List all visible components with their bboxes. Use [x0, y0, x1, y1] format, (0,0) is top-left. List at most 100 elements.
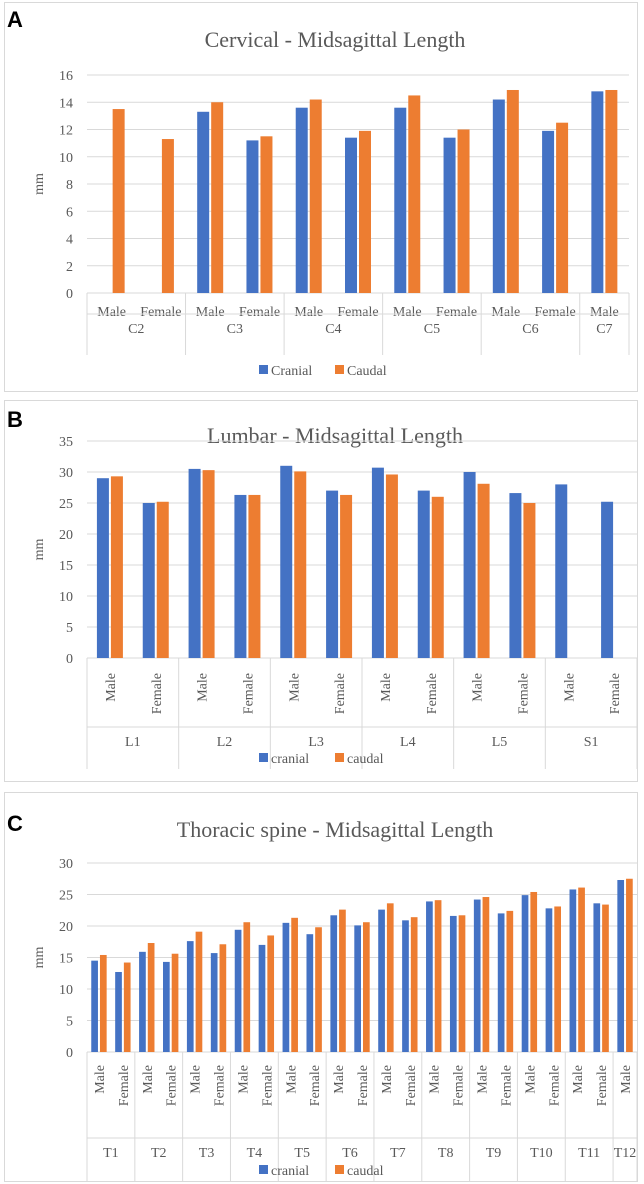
bar-cranial [115, 971, 122, 1052]
bar-caudal [291, 917, 298, 1052]
bar-caudal [506, 89, 519, 293]
bar-cranial [330, 915, 338, 1052]
legend-label: cranial [271, 1164, 309, 1179]
y-tick-label: 4 [66, 233, 73, 248]
y-tick-label: 10 [59, 590, 73, 605]
bar-cranial [210, 953, 218, 1052]
group-label: C6 [522, 322, 538, 337]
group-label: L2 [217, 735, 233, 750]
bar-cranial [163, 961, 170, 1052]
chart-lumbar: Lumbar - Midsagittal Length 0 5 10 15 20 25 30 3… [32, 423, 637, 769]
category-label: Female [150, 673, 165, 714]
y-tick-label: 20 [59, 528, 73, 543]
bar-caudal [578, 887, 585, 1052]
chart-cervical: Cervical - Midsagittal Length 0 2 4 6 8 10 12 14… [32, 27, 630, 379]
category-label: Male [141, 1065, 156, 1094]
y-tick-label: 15 [59, 952, 73, 967]
group-label: T3 [199, 1146, 215, 1161]
bar-cranial [186, 941, 194, 1052]
legend-swatch-caudal [335, 365, 344, 374]
category-label: Male [491, 305, 520, 320]
category-label: Female [499, 1065, 514, 1106]
category-label: Female [404, 1065, 419, 1106]
bar-cranial [345, 137, 357, 293]
bar-caudal [458, 915, 466, 1052]
bar-caudal [267, 935, 275, 1052]
bar-caudal [309, 99, 322, 294]
category-label: Male [428, 1065, 443, 1094]
y-tick-label: 30 [59, 857, 73, 872]
category-label: Male [93, 1065, 108, 1094]
legend-swatch-cranial [259, 365, 268, 374]
bar-caudal [260, 136, 273, 293]
bar-cranial [280, 465, 293, 658]
legend-swatch-cranial [259, 1165, 268, 1174]
y-tick-label: 25 [59, 889, 73, 904]
bar-cranial [306, 934, 314, 1052]
group-label: T10 [530, 1146, 553, 1161]
bar-caudal [359, 130, 371, 293]
category-label: Female [333, 673, 348, 714]
bar-cranial [601, 501, 614, 658]
bar-cranial [591, 91, 604, 293]
legend-label: cranial [271, 752, 309, 767]
y-tick-label: 15 [59, 559, 73, 574]
category-label: Male [619, 1065, 634, 1094]
group-label: T12 [614, 1146, 637, 1161]
bar-caudal [340, 494, 353, 658]
legend-swatch-cranial [259, 753, 268, 762]
bar-caudal [431, 496, 444, 658]
category-label: Female [595, 1065, 610, 1106]
y-tick-label: 14 [59, 96, 73, 111]
bar-caudal [161, 139, 174, 293]
bar-caudal [363, 922, 370, 1052]
category-label: Male [104, 673, 119, 702]
legend-label: Cranial [271, 364, 312, 379]
y-axis-label: mm [32, 947, 47, 969]
chart-title: Cervical - Midsagittal Length [205, 27, 466, 52]
bar-cranial [394, 107, 407, 293]
category-label: Female [425, 673, 440, 714]
chart-title: Thoracic spine - Midsagittal Length [177, 817, 493, 842]
y-tick-label: 5 [66, 621, 73, 636]
category-label: Female [308, 1065, 323, 1106]
y-tick-label: 35 [59, 435, 73, 450]
category-label: Male [196, 305, 225, 320]
category-label: Male [471, 673, 486, 702]
category-label: Female [239, 305, 280, 320]
bar-caudal [248, 494, 261, 658]
legend-swatch-caudal [335, 1165, 344, 1174]
category-label: Female [140, 305, 181, 320]
y-tick-label: 0 [66, 652, 73, 667]
bar-caudal [477, 483, 490, 658]
bar-cranial [555, 484, 568, 658]
category-label: Female [608, 673, 623, 714]
group-label: L4 [400, 735, 416, 750]
bar-caudal [156, 501, 169, 658]
group-label: C4 [325, 322, 341, 337]
y-tick-label: 10 [59, 983, 73, 998]
bar-caudal [110, 476, 123, 658]
category-label: Male [332, 1065, 347, 1094]
category-label: Female [337, 305, 378, 320]
legend-label: caudal [347, 752, 384, 767]
bar-cranial [295, 107, 308, 293]
group-label: T8 [438, 1146, 454, 1161]
bar-cranial [417, 490, 430, 658]
y-tick-label: 0 [66, 287, 73, 302]
bar-cranial [473, 899, 481, 1052]
bar-caudal [243, 922, 251, 1052]
bar-cranial [443, 137, 456, 293]
category-label: Female [260, 1065, 275, 1106]
category-label: Male [196, 673, 211, 702]
category-label: Male [379, 673, 394, 702]
bar-caudal [386, 903, 394, 1052]
bar-caudal [123, 962, 131, 1052]
group-label: T2 [151, 1146, 167, 1161]
bar-cranial [378, 909, 385, 1052]
bar-caudal [605, 89, 618, 293]
legend-label: caudal [347, 1164, 384, 1179]
bar-caudal [171, 953, 179, 1052]
y-tick-label: 0 [66, 1046, 73, 1061]
bar-cranial [463, 472, 476, 658]
